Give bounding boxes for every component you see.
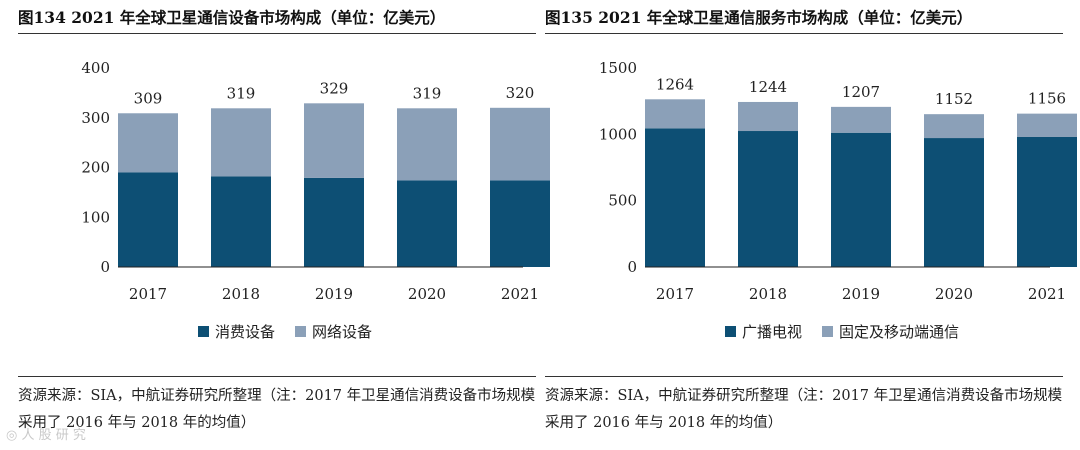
data-label: 309 bbox=[134, 89, 163, 107]
x-tick-label: 2017 bbox=[656, 285, 694, 303]
bar-segment-top bbox=[1017, 113, 1077, 137]
x-tick-label: 2019 bbox=[842, 285, 880, 303]
legend-label: 消费设备 bbox=[215, 323, 275, 341]
bar-segment-top bbox=[738, 101, 798, 132]
source-note: 资源来源：SIA，中航证券研究所整理（注：2017 年卫星通信消费设备市场规模采… bbox=[545, 388, 1063, 431]
chart-panel-equipment: 图134 2021 年全球卫星通信设备市场构成（单位：亿美元） 400 300 20… bbox=[18, 0, 550, 450]
legend-swatch bbox=[295, 326, 306, 337]
data-label: 320 bbox=[506, 84, 535, 102]
bar-segment-top bbox=[211, 108, 271, 177]
data-label: 1152 bbox=[935, 90, 973, 108]
bar-segment-bottom bbox=[1017, 136, 1077, 267]
bar-segment-bottom bbox=[738, 131, 798, 267]
bar-segment-top bbox=[490, 107, 550, 181]
bar-segment-top bbox=[397, 108, 457, 181]
data-label: 319 bbox=[413, 84, 442, 102]
bar-segment-top bbox=[831, 106, 891, 133]
bar-segment-top bbox=[118, 113, 178, 173]
bar-segment-bottom bbox=[490, 180, 550, 267]
x-tick-label: 2018 bbox=[749, 285, 787, 303]
legend-swatch bbox=[822, 326, 833, 337]
source-note: 资源来源：SIA，中航证券研究所整理（注：2017 年卫星通信消费设备市场规模采… bbox=[18, 388, 536, 431]
data-label: 329 bbox=[320, 79, 349, 97]
y-tick-label: 0 bbox=[627, 258, 637, 276]
stacked-bar-chart-equipment: 400 300 200 100 0 309 2017 319 2018 329 2019 319 202… bbox=[81, 59, 550, 341]
bar-segment-top bbox=[304, 103, 364, 178]
chart-title: 图135 2021 年全球卫星通信服务市场构成（单位：亿美元） bbox=[545, 8, 973, 27]
y-tick-label: 300 bbox=[81, 109, 110, 127]
title-divider bbox=[18, 33, 536, 34]
chart-panel-services: 图135 2021 年全球卫星通信服务市场构成（单位：亿美元） 1500 1000… bbox=[545, 0, 1077, 450]
bar-segment-bottom bbox=[397, 180, 457, 267]
data-label: 1156 bbox=[1028, 90, 1066, 108]
x-tick-label: 2020 bbox=[408, 285, 446, 303]
y-tick-label: 400 bbox=[81, 59, 110, 77]
bar-segment-bottom bbox=[831, 132, 891, 267]
data-label: 1207 bbox=[842, 83, 880, 101]
legend-label: 固定及移动端通信 bbox=[839, 323, 959, 341]
x-tick-label: 2020 bbox=[935, 285, 973, 303]
data-label: 1244 bbox=[749, 78, 787, 96]
y-tick-label: 200 bbox=[81, 159, 110, 177]
x-tick-label: 2019 bbox=[315, 285, 353, 303]
x-tick-label: 2021 bbox=[1028, 285, 1066, 303]
data-label: 319 bbox=[227, 84, 256, 102]
x-tick-label: 2021 bbox=[501, 285, 539, 303]
y-tick-label: 1500 bbox=[599, 59, 637, 77]
y-tick-label: 100 bbox=[81, 208, 110, 226]
y-tick-label: 1000 bbox=[599, 125, 637, 143]
data-label: 1264 bbox=[656, 75, 694, 93]
bar-segment-bottom bbox=[924, 138, 984, 267]
x-tick-label: 2018 bbox=[222, 285, 260, 303]
legend-label: 网络设备 bbox=[312, 323, 372, 341]
source-divider bbox=[18, 376, 536, 377]
legend-swatch bbox=[198, 326, 209, 337]
bar-segment-top bbox=[924, 114, 984, 139]
bar-segment-bottom bbox=[645, 128, 705, 267]
watermark: ◎ 人 股 研 究 bbox=[6, 428, 86, 443]
title-divider bbox=[545, 33, 1063, 34]
legend-label: 广播电视 bbox=[742, 323, 802, 341]
source-divider bbox=[545, 376, 1063, 377]
bar-segment-top bbox=[645, 99, 705, 129]
bar-segment-bottom bbox=[304, 177, 364, 267]
bar-segment-bottom bbox=[118, 172, 178, 267]
chart-title: 图134 2021 年全球卫星通信设备市场构成（单位：亿美元） bbox=[18, 8, 446, 27]
stacked-bar-chart-services: 1500 1000 500 0 1264 2017 1244 2018 1207 2019 1152… bbox=[599, 59, 1077, 341]
x-tick-label: 2017 bbox=[129, 285, 167, 303]
legend-swatch bbox=[725, 326, 736, 337]
y-tick-label: 0 bbox=[100, 258, 110, 276]
y-tick-label: 500 bbox=[608, 192, 637, 210]
bar-segment-bottom bbox=[211, 176, 271, 267]
